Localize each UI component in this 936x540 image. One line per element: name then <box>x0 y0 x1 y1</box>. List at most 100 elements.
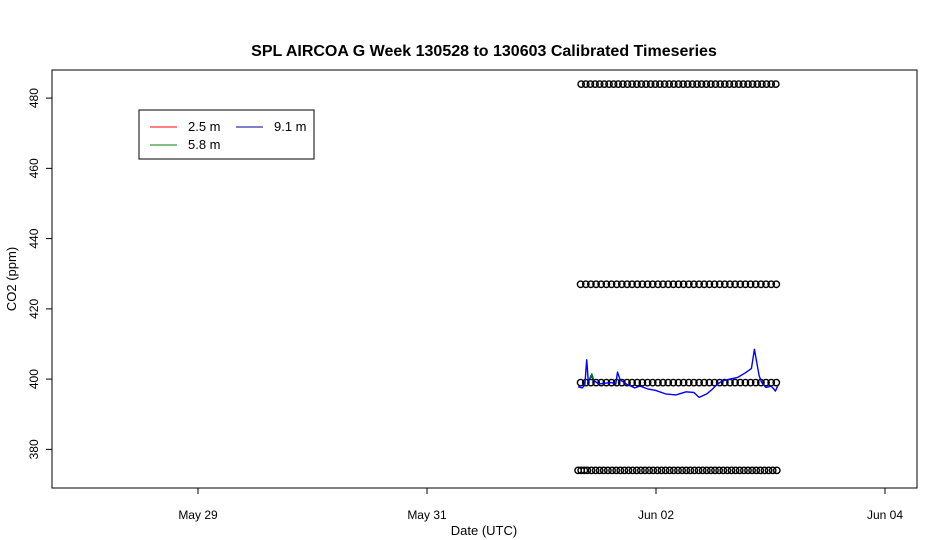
calibration-point <box>661 466 670 475</box>
x-axis: May 29 May 31 Jun 02 Jun 04 <box>178 488 903 522</box>
calibration-point <box>764 466 773 475</box>
calibration-point <box>660 80 669 89</box>
calibration-point <box>734 80 743 89</box>
calibration-point <box>684 280 693 289</box>
calibration-point <box>586 80 595 89</box>
calibration-point <box>638 280 647 289</box>
calibration-point <box>612 280 621 289</box>
calibration-point <box>592 378 600 387</box>
calibration-point <box>649 466 658 475</box>
calibration-point <box>758 80 766 89</box>
calibration-point <box>657 466 666 475</box>
legend-label: 2.5 m <box>188 119 221 134</box>
calibration-point <box>694 466 703 475</box>
calibration-point <box>767 280 776 289</box>
calibration-point <box>669 466 678 475</box>
calibration-point <box>617 280 626 289</box>
calibration-point <box>702 466 711 475</box>
y-tick-label: 460 <box>27 158 41 178</box>
calibration-point <box>616 466 625 475</box>
calibration-point <box>605 80 613 89</box>
calibration-point <box>720 378 729 387</box>
calibration-point <box>771 80 780 89</box>
calibration-point <box>654 378 662 387</box>
legend: 2.5 m 9.1 m 5.8 m <box>138 109 315 160</box>
calibration-point <box>707 80 715 89</box>
calibration-point <box>762 280 770 289</box>
calibration-point <box>752 466 761 475</box>
calibration-point <box>623 80 632 89</box>
calibration-point <box>762 378 770 387</box>
calibration-point <box>643 378 652 387</box>
calibration-point <box>690 280 698 289</box>
y-tick-label: 380 <box>27 439 41 459</box>
calibration-point <box>715 378 724 387</box>
calibration-point <box>753 80 762 89</box>
calibration-point <box>587 466 596 475</box>
calibration-point <box>665 466 674 475</box>
calibration-markers <box>574 80 781 475</box>
calibration-point <box>739 80 748 89</box>
calibration-point <box>648 280 657 289</box>
calibration-point <box>628 466 637 475</box>
y-axis: 380 400 420 440 460 480 <box>27 88 52 459</box>
calibration-point <box>609 80 618 89</box>
calibration-point <box>705 280 714 289</box>
series-line-5-8-m <box>589 373 595 380</box>
calibration-point <box>599 466 608 475</box>
calibration-point <box>698 466 707 475</box>
calibration-point <box>614 80 623 89</box>
calibration-point <box>624 466 633 475</box>
calibration-point <box>581 280 590 289</box>
calibration-point <box>695 280 703 289</box>
y-axis-label: CO2 (ppm) <box>4 247 19 311</box>
calibration-point <box>679 80 687 89</box>
series-line-9-1-m <box>577 348 779 399</box>
y-tick-label: 420 <box>27 299 41 319</box>
calibration-point <box>656 80 664 89</box>
calibration-point <box>645 466 653 475</box>
calibration-point <box>638 378 647 387</box>
calibration-point <box>746 280 755 289</box>
calibration-point <box>608 466 616 475</box>
legend-label: 5.8 m <box>188 137 221 152</box>
calibration-point <box>684 378 693 387</box>
calibration-point <box>612 466 621 475</box>
calibration-point <box>720 80 729 89</box>
calibration-point <box>702 80 711 89</box>
calibration-point <box>628 280 636 289</box>
calibration-point <box>711 80 720 89</box>
calibration-point <box>695 378 703 387</box>
calibration-point <box>628 80 636 89</box>
calibration-point <box>746 378 755 387</box>
calibration-point <box>595 466 604 475</box>
calibration-point <box>643 280 652 289</box>
calibration-point <box>619 80 627 89</box>
calibration-point <box>679 378 688 387</box>
calibration-point <box>707 466 715 475</box>
calibration-point <box>632 80 641 89</box>
y-tick-label: 480 <box>27 88 41 108</box>
calibration-point <box>659 280 667 289</box>
calibration-point <box>700 280 709 289</box>
calibration-point <box>595 80 604 89</box>
calibration-point <box>726 280 734 289</box>
calibration-point <box>735 466 744 475</box>
calibration-point <box>731 466 740 475</box>
calibration-point <box>723 466 732 475</box>
calibration-point <box>710 280 719 289</box>
x-tick-label: Jun 02 <box>638 508 674 522</box>
calibration-point <box>731 280 739 289</box>
calibration-point <box>744 80 752 89</box>
calibration-point <box>760 466 769 475</box>
calibration-point <box>715 280 724 289</box>
calibration-point <box>633 280 642 289</box>
plot-frame <box>51 69 918 489</box>
calibration-point <box>744 466 752 475</box>
legend-label: 9.1 m <box>274 119 307 134</box>
calibration-point <box>727 466 736 475</box>
calibration-point <box>767 80 776 89</box>
calibration-point <box>719 466 728 475</box>
calibration-point <box>637 80 646 89</box>
